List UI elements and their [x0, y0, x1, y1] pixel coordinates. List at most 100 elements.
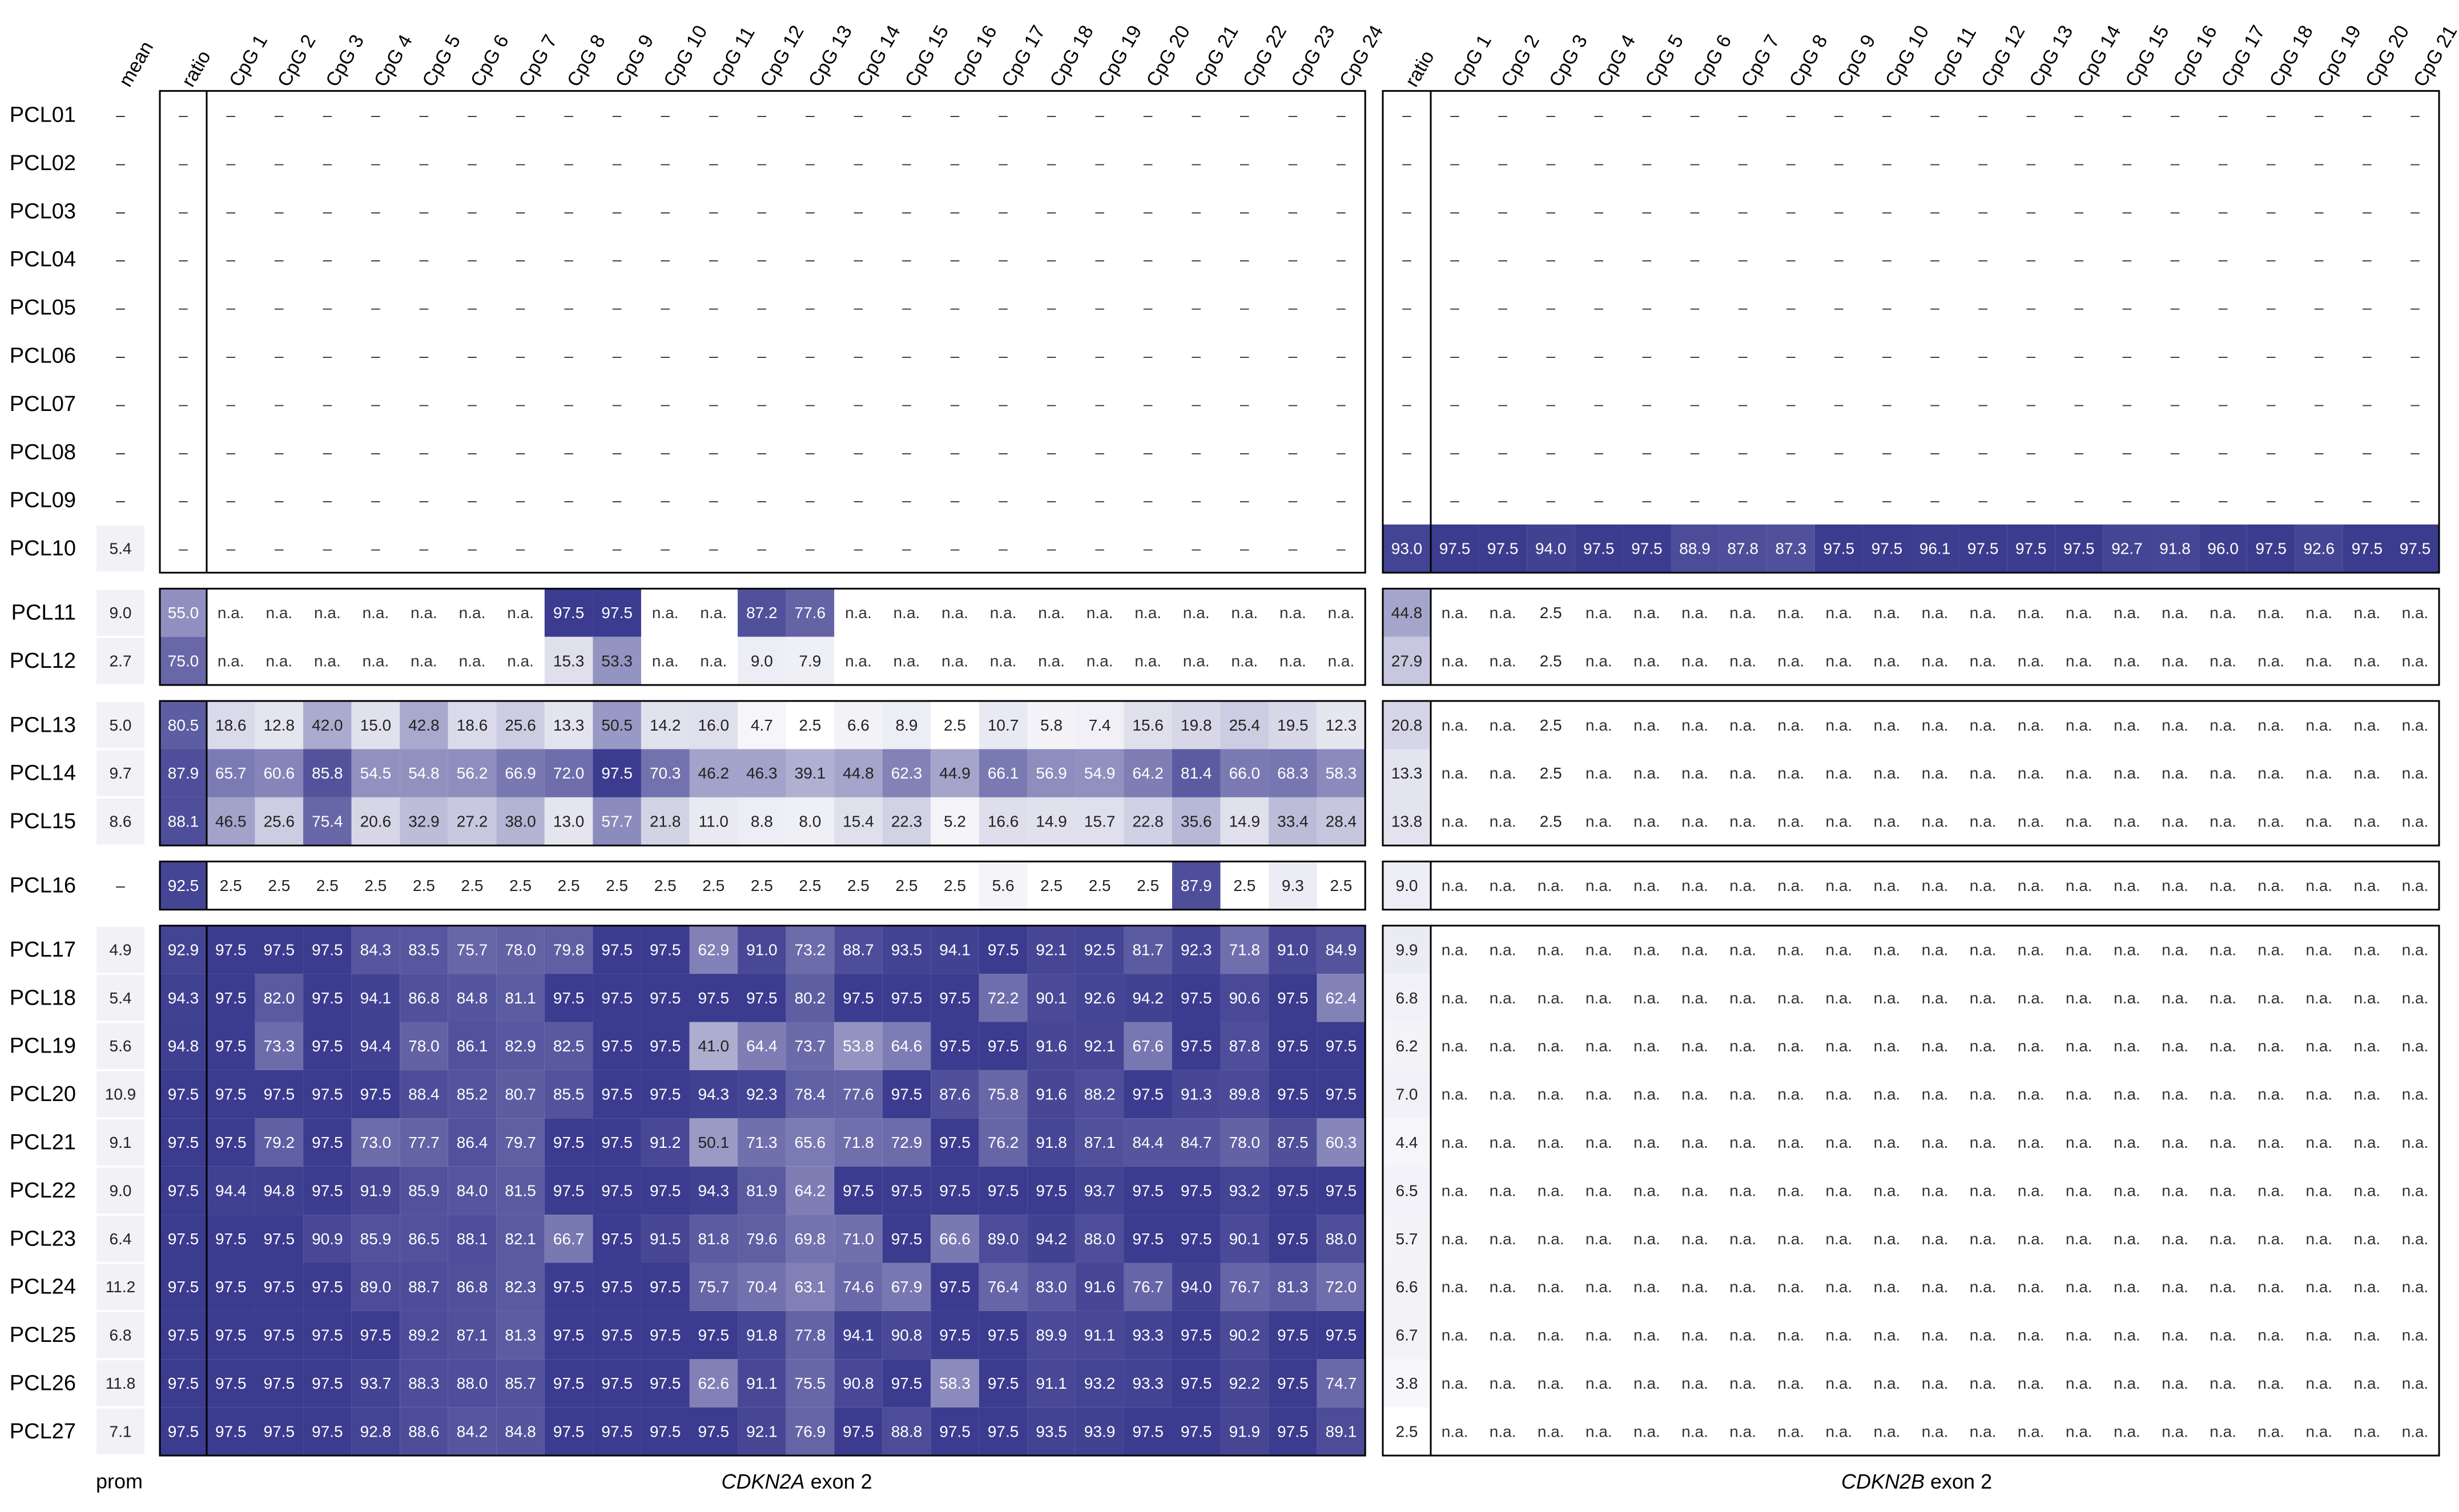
pcl22-cdkn2b-cpg15-value: n.a. — [2114, 1182, 2140, 1199]
pcl12-cdkn2b-cpg5-value: n.a. — [1633, 652, 1660, 670]
pcl03-cdkn2b-cpg20-value: – — [2363, 203, 2372, 220]
pcl23-cdkn2a-cpg16-value: 66.6 — [939, 1230, 971, 1248]
pcl01-cdkn2a-cpg15-value: – — [902, 106, 911, 124]
pcl03-cdkn2a-cpg21-value: – — [1192, 203, 1201, 220]
pcl01-cdkn2b-cpg11-value: – — [1930, 106, 1939, 124]
pcl09-cdkn2a-cpg14-value: – — [854, 491, 863, 509]
pcl03-cdkn2b-cpg7-value: – — [1738, 203, 1748, 220]
pcl10-cdkn2b-ratio-value: 93.0 — [1391, 540, 1423, 558]
pcl25-cdkn2a-cpg22-cell — [1220, 1311, 1269, 1360]
pcl17-cdkn2a-cpg12-cell — [738, 925, 786, 974]
pcl20-cdkn2a-cpg20-value: 97.5 — [1132, 1086, 1164, 1103]
pcl25-cdkn2b-ratio-cell — [1383, 1311, 1431, 1360]
pcl14-cdkn2b-ratio-cell — [1383, 749, 1431, 797]
cdkn2b-group-frame-3 — [1382, 700, 2440, 846]
pcl26-cdkn2a-cpg16-value: 58.3 — [939, 1374, 971, 1392]
pcl12-cdkn2b-cpg8-value: n.a. — [1777, 652, 1804, 670]
cdkn2b-title-gene: CDKN2B — [1841, 1470, 1925, 1493]
pcl06-cdkn2a-cpg19-value: – — [1095, 347, 1104, 365]
pcl20-cdkn2b-cpg10-value: n.a. — [1874, 1086, 1901, 1103]
pcl02-cdkn2a-cpg17-value: – — [999, 154, 1008, 172]
pcl01-cdkn2b-cpg1-value: – — [1450, 106, 1459, 124]
pcl18-cdkn2a-cpg11-value: 97.5 — [698, 989, 730, 1007]
pcl05-cdkn2a-cpg4-value: – — [371, 299, 380, 317]
pcl05-cdkn2b-cpg8-value: – — [1786, 299, 1796, 317]
pcl23-cdkn2b-ratio-cell — [1383, 1215, 1431, 1263]
pcl21-cdkn2a-cpg24-value: 60.3 — [1326, 1134, 1357, 1151]
pcl12-cdkn2a-cpg24-value: n.a. — [1328, 652, 1355, 670]
pcl03-cdkn2b-cpg18-value: – — [2267, 203, 2276, 220]
pcl20-cdkn2a-cpg4-cell — [351, 1070, 400, 1119]
pcl05-cdkn2b-cpg12-value: – — [1978, 299, 1987, 317]
pcl26-cdkn2b-cpg17-value: n.a. — [2210, 1374, 2236, 1392]
pcl13-cdkn2a-cpg17-cell — [979, 701, 1028, 749]
pcl15-cdkn2b-cpg2-value: n.a. — [1490, 813, 1516, 830]
pcl13-cdkn2a-cpg6-cell — [448, 701, 497, 749]
pcl25-cdkn2a-cpg19-cell — [1075, 1311, 1124, 1360]
pcl24-cdkn2a-cpg10-value: 97.5 — [650, 1278, 681, 1296]
pcl18-cdkn2b-cpg1-value: n.a. — [1442, 989, 1468, 1007]
pcl11-cdkn2a-cpg24-value: n.a. — [1328, 604, 1355, 622]
pcl23-cdkn2b-cpg5-value: n.a. — [1633, 1230, 1660, 1248]
pcl20-cdkn2a-cpg3-value: 97.5 — [312, 1086, 343, 1103]
pcl03-cdkn2a-cpg7-value: – — [516, 203, 525, 220]
pcl23-cdkn2a-cpg21-value: 97.5 — [1181, 1230, 1212, 1248]
pcl20-cdkn2a-ratio-cell — [160, 1070, 207, 1119]
pcl19-cdkn2b-ratio-value: 6.2 — [1396, 1037, 1418, 1055]
pcl08-cdkn2a-cpg9-value: – — [613, 443, 622, 461]
cdkn2b-ratio-header: ratio — [1401, 47, 1439, 90]
pcl21-cdkn2b-cpg2-value: n.a. — [1490, 1134, 1516, 1151]
pcl24-cdkn2a-cpg7-value: 82.3 — [505, 1278, 536, 1296]
pcl12-cdkn2b-ratio-value: 27.9 — [1391, 652, 1423, 670]
pcl13-cdkn2a-cpg1-value: 18.6 — [215, 716, 247, 734]
pcl07-cdkn2b-cpg7-value: – — [1738, 395, 1748, 413]
pcl12-cdkn2a-cpg8-cell — [544, 636, 593, 686]
pcl15-cdkn2a-cpg2-cell — [255, 797, 304, 846]
pcl23-cdkn2a-cpg4-cell — [351, 1215, 400, 1263]
pcl11-cdkn2b-cpg7-value: n.a. — [1729, 604, 1756, 622]
pcl13-cdkn2a-ratio-value: 80.5 — [168, 716, 199, 734]
cdkn2a-header-cpg-16: CpG 16 — [949, 22, 1001, 90]
cdkn2a-header-cpg-21: CpG 21 — [1190, 22, 1243, 90]
pcl14-cdkn2a-cpg5-cell — [400, 749, 448, 797]
pcl11-cdkn2a-cpg16-value: n.a. — [941, 604, 968, 622]
pcl06-cdkn2a-cpg6-value: – — [468, 347, 477, 365]
pcl02-cdkn2a-cpg20-value: – — [1144, 154, 1153, 172]
pcl20-cdkn2a-cpg15-cell — [882, 1070, 931, 1119]
pcl26-cdkn2b-cpg9-value: n.a. — [1825, 1374, 1852, 1392]
pcl03-cdkn2a-cpg9-value: – — [613, 203, 622, 220]
pcl12-cdkn2a-cpg17-value: n.a. — [990, 652, 1017, 670]
pcl14-cdkn2a-cpg10-value: 70.3 — [650, 764, 681, 782]
pcl09-cdkn2b-cpg21-value: – — [2410, 491, 2420, 509]
pcl24-cdkn2a-cpg18-value: 83.0 — [1036, 1278, 1067, 1296]
pcl01-cdkn2a-cpg3-value: – — [323, 106, 332, 124]
cdkn2b-title: CDKN2B exon 2 — [1841, 1470, 1992, 1493]
pcl07-cdkn2b-cpg19-value: – — [2315, 395, 2324, 413]
pcl08-cdkn2b-cpg2-value: – — [1498, 443, 1507, 461]
pcl08-cdkn2b-cpg18-value: – — [2267, 443, 2276, 461]
pcl15-cdkn2a-cpg12-cell — [738, 797, 786, 846]
pcl13-cdkn2a-cpg12-cell — [738, 701, 786, 749]
pcl18-cdkn2a-cpg21-cell — [1172, 974, 1221, 1022]
pcl14-cdkn2a-cpg19-cell — [1075, 749, 1124, 797]
pcl21-cdkn2a-cpg6-cell — [448, 1118, 497, 1167]
pcl04-cdkn2a-cpg2-value: – — [275, 251, 284, 268]
pcl01-cdkn2a-cpg17-value: – — [999, 106, 1008, 124]
pcl14-cdkn2a-cpg24-cell — [1317, 749, 1366, 797]
pcl19-cdkn2a-cpg18-cell — [1027, 1022, 1076, 1070]
pcl11-cdkn2b-cpg5-value: n.a. — [1633, 604, 1660, 622]
pcl12-cdkn2a-cpg12-value: 9.0 — [751, 652, 773, 670]
pcl06-cdkn2a-cpg9-value: – — [613, 347, 622, 365]
pcl14-cdkn2a-cpg14-value: 44.8 — [843, 764, 874, 782]
pcl20-cdkn2a-cpg16-cell — [931, 1070, 979, 1119]
pcl24-cdkn2a-cpg6-cell — [448, 1263, 497, 1311]
pcl04-cdkn2b-ratio-value: – — [1402, 251, 1411, 268]
pcl21-cdkn2a-cpg9-cell — [593, 1118, 641, 1167]
pcl12-cdkn2b-cpg1-value: n.a. — [1442, 652, 1468, 670]
pcl26-cdkn2a-cpg20-cell — [1124, 1359, 1172, 1408]
pcl17-cdkn2a-cpg22-cell — [1220, 925, 1269, 974]
pcl18-cdkn2a-cpg24-value: 62.4 — [1326, 989, 1357, 1007]
pcl04-cdkn2a-cpg4-value: – — [371, 251, 380, 268]
pcl24-cdkn2b-cpg10-value: n.a. — [1874, 1278, 1901, 1296]
pcl12-cdkn2a-cpg9-cell — [593, 636, 641, 686]
